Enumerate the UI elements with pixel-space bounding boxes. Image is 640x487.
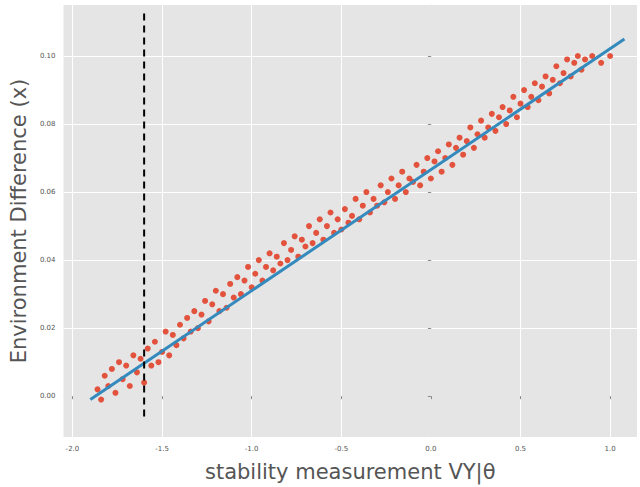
svg-text:-1.5: -1.5 (155, 445, 169, 453)
svg-text:0.04: 0.04 (40, 256, 56, 264)
svg-text:-0.5: -0.5 (334, 445, 348, 453)
svg-text:0.08: 0.08 (40, 120, 56, 128)
svg-text:0.00: 0.00 (40, 392, 56, 400)
svg-text:0.10: 0.10 (40, 52, 56, 60)
svg-text:0.02: 0.02 (40, 324, 56, 332)
svg-text:Environment Difference (x): Environment Difference (x) (7, 79, 31, 364)
svg-text:-2.0: -2.0 (66, 445, 80, 453)
svg-text:-1.0: -1.0 (245, 445, 259, 453)
svg-text:1.0: 1.0 (605, 445, 616, 453)
svg-text:0.0: 0.0 (425, 445, 436, 453)
svg-text:stability measurement VY|θ: stability measurement VY|θ (205, 460, 496, 485)
svg-text:0.5: 0.5 (515, 445, 526, 453)
svg-text:0.06: 0.06 (40, 188, 56, 196)
